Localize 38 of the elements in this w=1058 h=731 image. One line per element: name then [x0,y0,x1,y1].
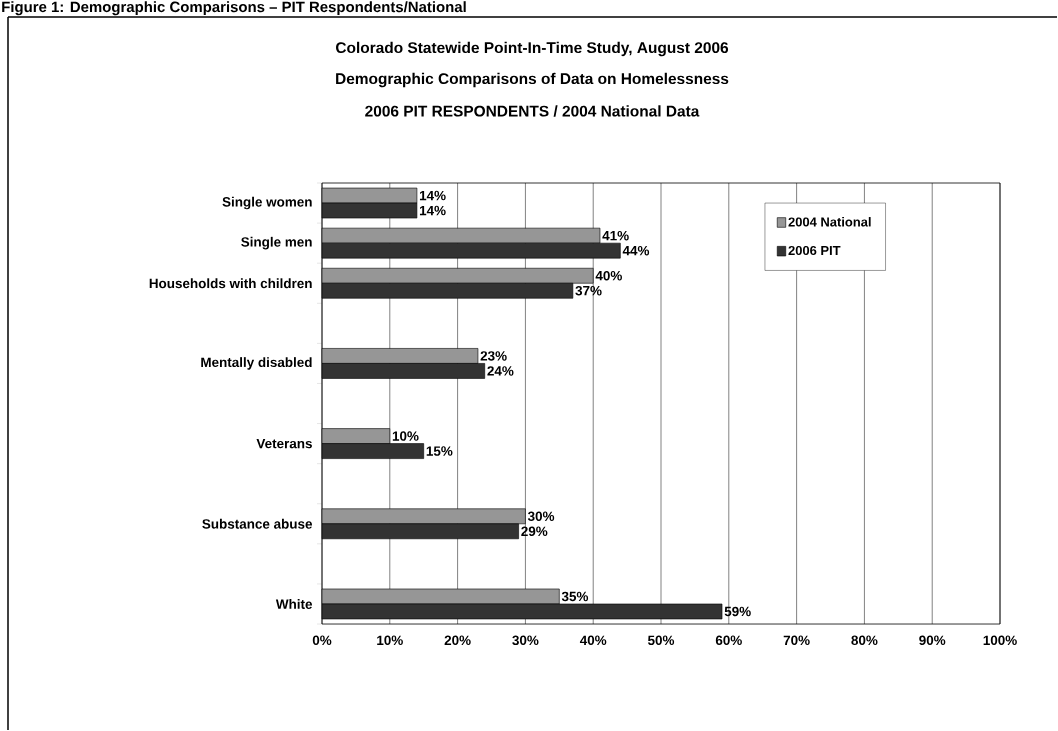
x-tick-label: 90% [919,635,946,646]
y-tick-label: Mentally disabled [201,357,312,370]
x-tick-label: 40% [579,635,607,646]
data-label: 29% [521,526,548,537]
data-label: 24% [487,366,514,376]
data-label: 14% [419,190,446,201]
x-tick-label: 10% [377,635,403,646]
data-label: 23% [480,351,507,361]
x-tick-label: 80% [851,635,878,646]
x-tick-label: 70% [783,635,810,646]
data-label: 10% [392,431,419,441]
chart-title: Colorado Statewide Point-In-Time Study, August 2006 [336,41,729,57]
legend-label: 2004 National [788,217,871,227]
data-label: 41% [602,231,629,241]
x-tick-label: 60% [715,635,742,646]
chart-subtitle: Demographic Comparisons of Data on Homelessness [336,72,729,88]
x-tick-label: 50% [647,635,675,646]
data-label: 40% [595,271,622,281]
y-tick-label: Single men [241,236,312,250]
x-tick-label: 20% [444,635,471,646]
data-label: 44% [622,246,650,256]
data-label: 59% [724,606,751,617]
text: 2006 PIT RESPONDENTS / 2004 National Data [365,105,700,117]
y-tick-label: Substance abuse [202,518,312,529]
data-label: 14% [419,205,446,216]
y-tick-label: Veterans [256,439,312,449]
data-label: 37% [575,286,602,296]
legend-label: 2006 PIT [788,246,841,256]
x-tick-label: 30% [512,635,539,646]
y-tick-label: Single women [222,196,312,210]
data-label: 30% [527,511,555,522]
y-tick-label: White [275,599,313,610]
caption: Figure 1: Demographic Comparisons – PIT Respondents/National [2,1,466,16]
x-tick-label: 0% [312,635,332,646]
y-tick-label: Households with children [149,278,312,289]
x-tick-label: 100% [983,635,1017,646]
data-label: 15% [426,446,453,456]
data-label: 35% [561,591,589,602]
